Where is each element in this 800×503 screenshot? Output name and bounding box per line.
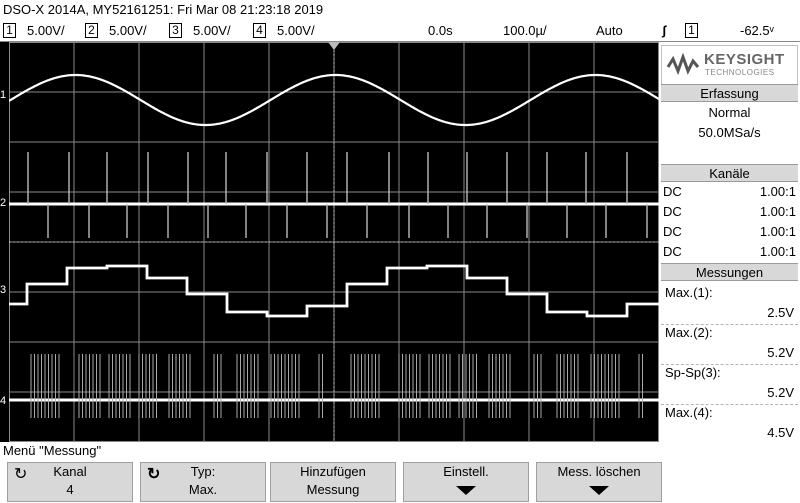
softkey-add-measurement[interactable]: Hinzufügen Messung <box>270 462 396 502</box>
ch2-coupling: DC <box>663 204 682 219</box>
brand-name: KEYSIGHT <box>704 51 785 68</box>
meas-separator <box>661 364 798 365</box>
meas-4-label: Max.(4): <box>665 405 713 420</box>
keysight-wave-icon <box>666 53 700 76</box>
select-knob-icon: ↻ <box>147 466 161 483</box>
meas-3-label: Sp-Sp(3): <box>665 365 721 380</box>
brand-logo: KEYSIGHT TECHNOLOGIES <box>661 45 798 85</box>
rotate-knob-icon: ↻ <box>14 466 28 483</box>
channel-1-indicator[interactable]: 1 <box>3 23 16 38</box>
ch2-probe: 1.00:1 <box>759 204 796 219</box>
channel-3-indicator[interactable]: 3 <box>169 23 182 38</box>
window-title: DSO-X 2014A, MY52161251: Fri Mar 08 21:2… <box>0 0 800 20</box>
ch1-sine-trace <box>9 73 659 127</box>
softkey-label: Typ: <box>190 464 216 479</box>
softkey-channel[interactable]: ↻ Kanal 4 <box>7 462 133 502</box>
softkey-clear-measurements[interactable]: Mess. löschen <box>536 462 662 502</box>
channel-2-indicator[interactable]: 2 <box>85 23 98 38</box>
ch1-coupling: DC <box>663 184 682 199</box>
measurements-header: Messungen <box>661 263 798 281</box>
ch4-probe: 1.00:1 <box>759 244 796 259</box>
meas-separator <box>661 324 798 325</box>
softkey-label: Kanal <box>53 464 87 479</box>
brand-sub: TECHNOLOGIES <box>705 68 775 77</box>
meas-separator <box>661 404 798 405</box>
softkey-value: Max. <box>188 482 218 497</box>
softkey-value: 4 <box>66 482 74 497</box>
channel-1-marker[interactable]: 1 <box>0 89 7 101</box>
rising-edge-icon: ʃ <box>662 23 667 38</box>
channel-1-scale[interactable]: 5.00V/ <box>27 23 65 38</box>
ch3-probe: 1.00:1 <box>759 224 796 239</box>
graticule <box>9 42 659 442</box>
softkey-settings[interactable]: Einstell. <box>403 462 529 502</box>
trigger-position-icon <box>328 42 340 50</box>
ch3-coupling: DC <box>663 224 682 239</box>
acquisition-mode: Normal <box>708 105 751 120</box>
channel-4-scale[interactable]: 5.00V/ <box>277 23 315 38</box>
time-delay[interactable]: 0.0s <box>428 23 453 38</box>
trigger-level[interactable]: -62.5ᵛ <box>740 23 774 38</box>
softkey-type[interactable]: ↻ Typ: Max. <box>140 462 266 502</box>
meas-1-value: 2.5V <box>767 305 794 320</box>
meas-1-label: Max.(1): <box>665 285 713 300</box>
meas-2-label: Max.(2): <box>665 325 713 340</box>
softkey-label: Hinzufügen <box>300 464 366 479</box>
softkey-label: Mess. löschen <box>557 464 641 479</box>
meas-4-value: 4.5V <box>767 425 794 440</box>
trigger-mode[interactable]: Auto <box>596 23 623 38</box>
ch3-staircase-trace <box>9 264 659 318</box>
sample-rate: 50.0MSa/s <box>698 125 761 140</box>
channels-header: Kanäle <box>661 164 798 182</box>
softkey-label: Einstell. <box>443 464 489 479</box>
acquisition-header: Erfassung <box>661 84 798 102</box>
waveform-display[interactable] <box>9 42 659 442</box>
ch4-coupling: DC <box>663 244 682 259</box>
channel-4-indicator[interactable]: 4 <box>253 23 266 38</box>
submenu-arrow-icon <box>456 486 476 495</box>
time-scale[interactable]: 100.0µ/ <box>503 23 547 38</box>
submenu-arrow-icon <box>589 486 609 495</box>
channel-4-marker[interactable]: 4 <box>0 395 7 407</box>
softkey-label-2: Messung <box>306 482 360 497</box>
meas-2-value: 5.2V <box>767 345 794 360</box>
trigger-source[interactable]: 1 <box>685 23 698 38</box>
channel-3-marker[interactable]: 3 <box>0 284 7 296</box>
side-panel: KEYSIGHT TECHNOLOGIES Erfassung Normal 5… <box>659 42 800 442</box>
channel-2-scale[interactable]: 5.00V/ <box>109 23 147 38</box>
menu-title: Menü "Messung" <box>0 442 800 460</box>
ch1-probe: 1.00:1 <box>759 184 796 199</box>
meas-3-value: 5.2V <box>767 385 794 400</box>
status-bar: 1 5.00V/ 2 5.00V/ 3 5.00V/ 4 5.00V/ 0.0s… <box>0 20 800 42</box>
channel-2-marker[interactable]: 2 <box>0 197 7 209</box>
softkey-bar: ↻ Kanal 4 ↻ Typ: Max. Hinzufügen Messung… <box>0 460 800 503</box>
channel-3-scale[interactable]: 5.00V/ <box>193 23 231 38</box>
